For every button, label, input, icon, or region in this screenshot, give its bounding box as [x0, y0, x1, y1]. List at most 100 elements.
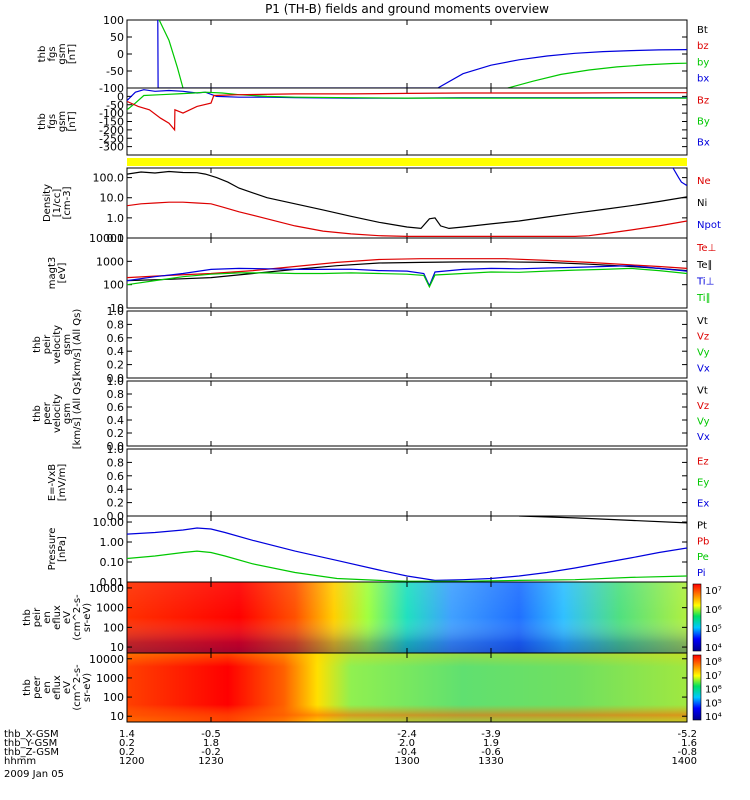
panel-frame — [126, 19, 688, 89]
y-axis-label: E=-VxB — [47, 464, 58, 501]
y-axis-label: magt3 — [47, 257, 58, 290]
legend-entry: Pt — [697, 521, 707, 532]
legend-entry: Vt — [697, 386, 708, 397]
y-tick-label: -50 — [106, 99, 124, 112]
legend-entry: Npot — [697, 220, 721, 231]
y-tick-label: 0.0 — [107, 440, 125, 453]
colorbar-tick-label: 10⁴ — [705, 712, 722, 723]
x-axis-table: thb_X-GSM 1.4 -0.5 -2.4 -3.9 -5.2 thb_Y-GSM 0.2… — [4, 729, 697, 767]
x-row-value: -0.6 — [481, 747, 501, 758]
y-tick-label: 0.10 — [100, 556, 125, 569]
y-tick-label: 1.0 — [107, 305, 125, 318]
x-row-value: 2.0 — [399, 738, 415, 749]
legend-entry: Bt — [697, 25, 708, 36]
panel-fgs2: 0-50-100-150-200-250-300 thb fgs gsm [nT] Bz B… — [37, 87, 710, 156]
x-row-value: 1.8 — [203, 738, 219, 749]
series-Te_perp — [127, 258, 687, 279]
y-axis-label: [nT] — [67, 111, 78, 131]
y-axis-label: sr-eV) — [82, 603, 93, 632]
panel-peir_eflux: 10⁷ 10⁶ 10⁵ 10⁴ 10000 1000 100 10 thb peir en eflux… — [22, 581, 722, 654]
y-axis-label: [cm-3] — [62, 186, 73, 219]
legend-entry: Vt — [697, 316, 708, 327]
legend-entry: Vy — [697, 348, 710, 359]
y-axis-label: gsm — [57, 111, 68, 132]
y-axis-label: peir — [42, 334, 53, 354]
panel-frame — [126, 310, 688, 379]
legend-entry: Vx — [697, 432, 710, 443]
y-tick-label: 0.2 — [107, 497, 125, 510]
x-row-value: -0.2 — [201, 747, 221, 758]
series-Pi — [127, 527, 687, 582]
x-row-value: 1.9 — [483, 738, 499, 749]
y-tick-label: -150 — [99, 116, 124, 129]
y-axis-label: sr-eV) — [82, 673, 93, 702]
y-axis-label: peir — [32, 607, 43, 627]
y-tick-label: 1000 — [96, 255, 124, 268]
series-by2 — [507, 62, 687, 88]
y-axis-label: peer — [32, 675, 43, 699]
legend-entry: Vz — [697, 332, 709, 343]
legend-entry: By — [697, 116, 710, 127]
y-axis-label: thb — [22, 609, 33, 626]
y-tick-label: 0.8 — [107, 318, 125, 331]
legend-entry: Pb — [697, 536, 709, 547]
figure-title: P1 (TH-B) fields and ground moments over… — [265, 2, 549, 16]
y-tick-label: -200 — [99, 124, 124, 137]
x-row-label: thb_Y-GSM — [4, 738, 57, 749]
x-row-value: 1300 — [394, 756, 419, 767]
x-row-value: -2.4 — [397, 729, 417, 740]
legend-entry: Ti∥ — [696, 293, 711, 304]
y-axis-label: gsm — [57, 43, 68, 64]
x-row-label: hhmm — [4, 756, 36, 767]
panel-fgs: 100 50 0 -50 -100 thb fgs gsm [nT] Bt bz by bx — [37, 14, 709, 95]
y-tick-label: 0.0 — [107, 372, 125, 385]
y-axis-label: thb — [32, 405, 43, 422]
colorbar-tick-label: 10⁸ — [705, 657, 722, 668]
y-tick-label: 0.2 — [107, 427, 125, 440]
legend-entry: Ti⊥ — [696, 277, 714, 288]
y-tick-label: 10.00 — [93, 516, 125, 529]
y-axis-label: [mV/m] — [57, 464, 68, 502]
y-tick-label: 0.1 — [107, 232, 125, 245]
y-axis-label: [nT] — [67, 44, 78, 64]
y-axis-label: eflux — [52, 605, 63, 630]
y-axis-label: thb — [32, 336, 43, 353]
legend-entry: Vz — [697, 401, 709, 412]
y-tick-label: 10000 — [89, 232, 124, 245]
series-Ni — [127, 170, 687, 230]
y-axis-label: Density — [42, 184, 53, 222]
y-tick-label: 1.00 — [100, 536, 125, 549]
y-tick-label: 100 — [103, 621, 124, 634]
legend-entry: Bz — [697, 96, 709, 107]
panel-density: 100.0 10.0 1.0 0.1 Density [1/cc] [cm-3] Ne Ni Np… — [42, 167, 721, 245]
y-tick-label: 50 — [110, 31, 124, 44]
panel-frame — [126, 380, 688, 447]
panel-frame — [126, 515, 688, 583]
panel-peer_eflux: 10⁸ 10⁷ 10⁶ 10⁵ 10⁴ 10000 1000 100 10 thb peer en ef… — [22, 652, 722, 723]
x-row-label: thb_X-GSM — [4, 729, 59, 740]
y-tick-label: 0.4 — [107, 345, 125, 358]
x-row-value: 1.6 — [681, 738, 697, 749]
x-row-value: 1.4 — [119, 729, 135, 740]
date-label: 2009 Jan 05 — [4, 769, 64, 780]
panel-pressure: 10.00 1.00 0.10 0.01 Pressure [nPa] Pt Pb Pe Pi — [47, 515, 709, 589]
colorbar-tick-label: 10⁵ — [705, 698, 722, 709]
panel-frame — [126, 448, 688, 517]
y-axis-label: thb — [37, 46, 48, 63]
x-row-value: 1200 — [119, 756, 144, 767]
y-tick-label: -300 — [99, 141, 124, 154]
y-tick-label: 0.4 — [107, 414, 125, 427]
y-tick-label: 0 — [117, 90, 124, 103]
legend-entry: Ez — [697, 457, 709, 468]
y-tick-label: 10000 — [89, 582, 124, 595]
x-row-value: -0.5 — [201, 729, 221, 740]
y-axis-label: en — [42, 681, 53, 694]
panel-flag — [127, 158, 687, 166]
panel-temp: 10000 1000 100 10 magt3 [eV] Te⊥ Te∥ Ti⊥ Ti∥ — [47, 232, 716, 315]
y-tick-label: -100 — [99, 107, 124, 120]
y-axis-label: (cm^2-s- — [72, 664, 83, 711]
x-row-label: thb_Z-GSM — [4, 747, 59, 758]
y-axis-label: [nPa] — [57, 536, 68, 562]
